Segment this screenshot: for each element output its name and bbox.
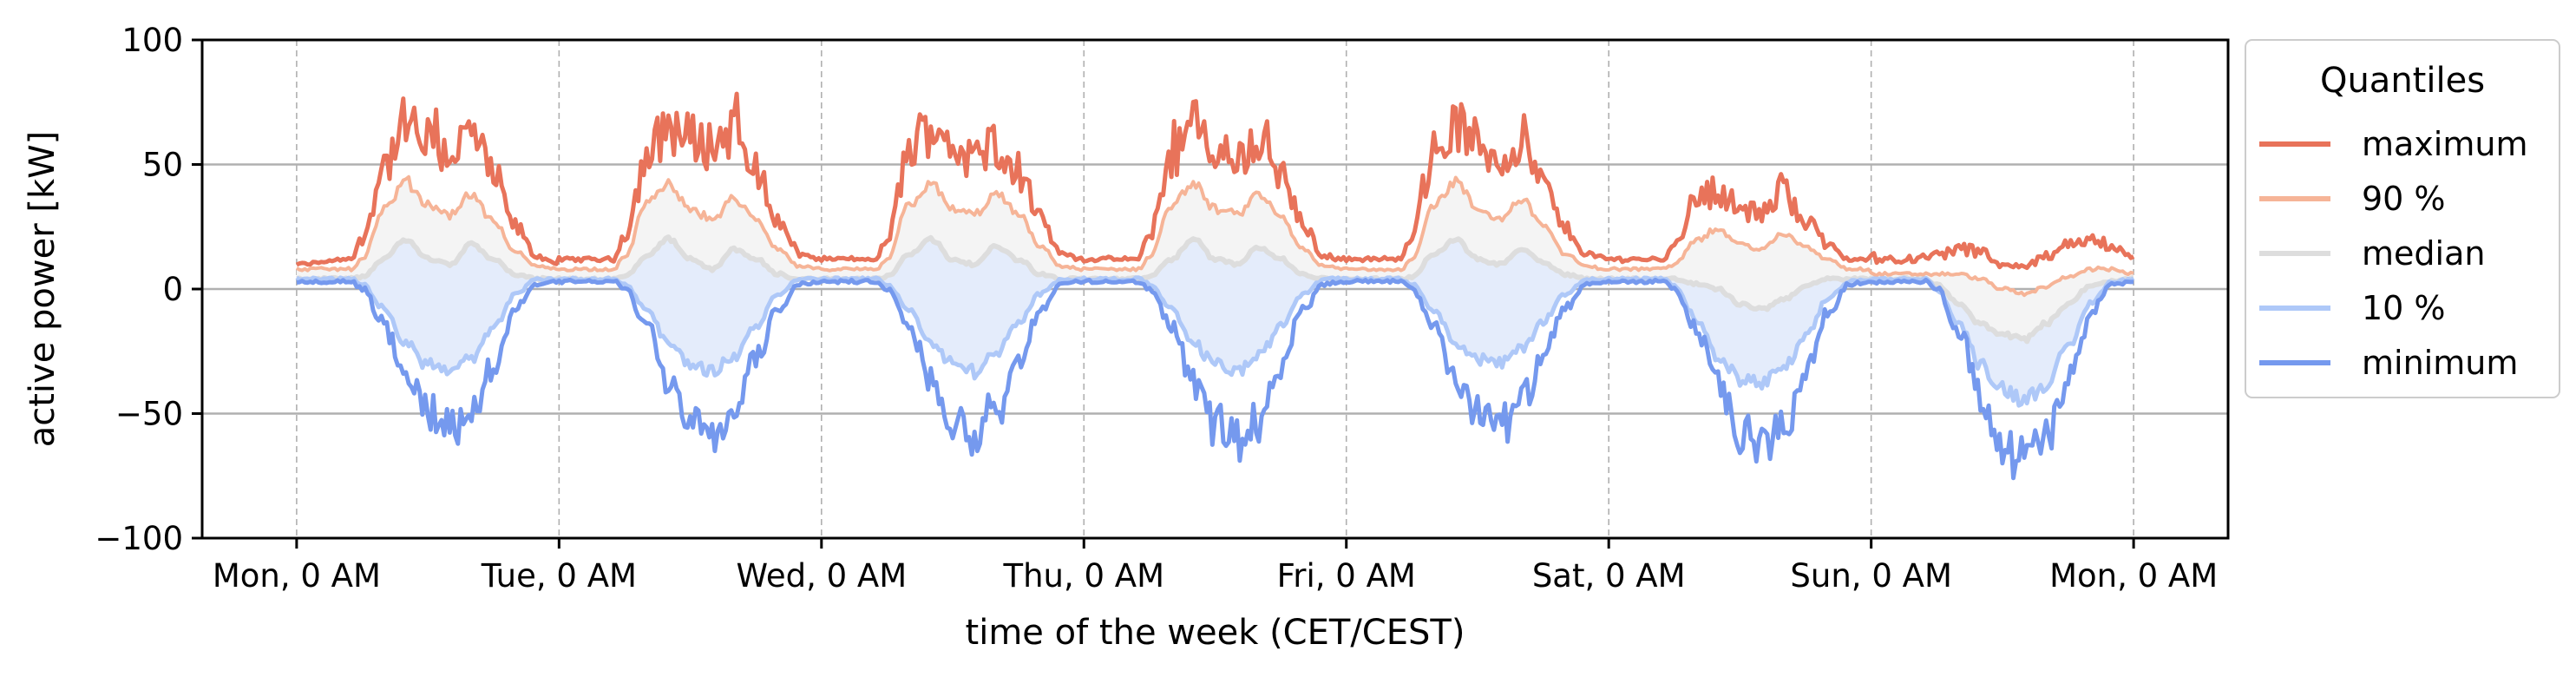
legend-label: 10 % (2362, 289, 2446, 327)
y-axis-label: active power [kW] (23, 131, 62, 448)
quantile-series-lines (295, 91, 2135, 481)
x-axis: Mon, 0 AM Tue, 0 AM Wed, 0 AM Thu, 0 AM Fri,… (213, 538, 2218, 595)
series-line-minimum (296, 277, 2134, 481)
y-tick-label: −50 (115, 396, 183, 433)
x-tick-label: Tue, 0 AM (481, 557, 637, 595)
x-tick-label: Wed, 0 AM (736, 557, 907, 595)
legend-label: minimum (2362, 344, 2518, 382)
x-tick-label: Fri, 0 AM (1277, 557, 1416, 595)
x-tick-label: Sun, 0 AM (1790, 557, 1951, 595)
legend-label: median (2362, 234, 2485, 273)
y-tick-label: 0 (162, 271, 183, 308)
legend-items: maximum 90 % median 10 % minimum (2259, 125, 2527, 382)
series-line-maximum (295, 91, 2135, 271)
x-tick-label: Sat, 0 AM (1532, 557, 1686, 595)
y-tick-label: 100 (121, 22, 183, 59)
legend-label: 90 % (2362, 180, 2446, 218)
x-tick-label: Thu, 0 AM (1002, 557, 1164, 595)
legend: Quantiles maximum 90 % median 10 % minimum (2245, 39, 2560, 398)
x-tick-label: Mon, 0 AM (2049, 557, 2218, 595)
y-tick-label: 50 (142, 147, 183, 184)
legend-label: maximum (2362, 125, 2527, 163)
x-axis-label: time of the week (CET/CEST) (966, 613, 1465, 653)
x-tick-label: Mon, 0 AM (213, 557, 381, 595)
legend-title: Quantiles (2320, 61, 2485, 101)
y-axis: −100 −50 0 50 100 (95, 22, 202, 557)
y-tick-label: −100 (95, 520, 183, 557)
series-line-90 (295, 174, 2134, 298)
